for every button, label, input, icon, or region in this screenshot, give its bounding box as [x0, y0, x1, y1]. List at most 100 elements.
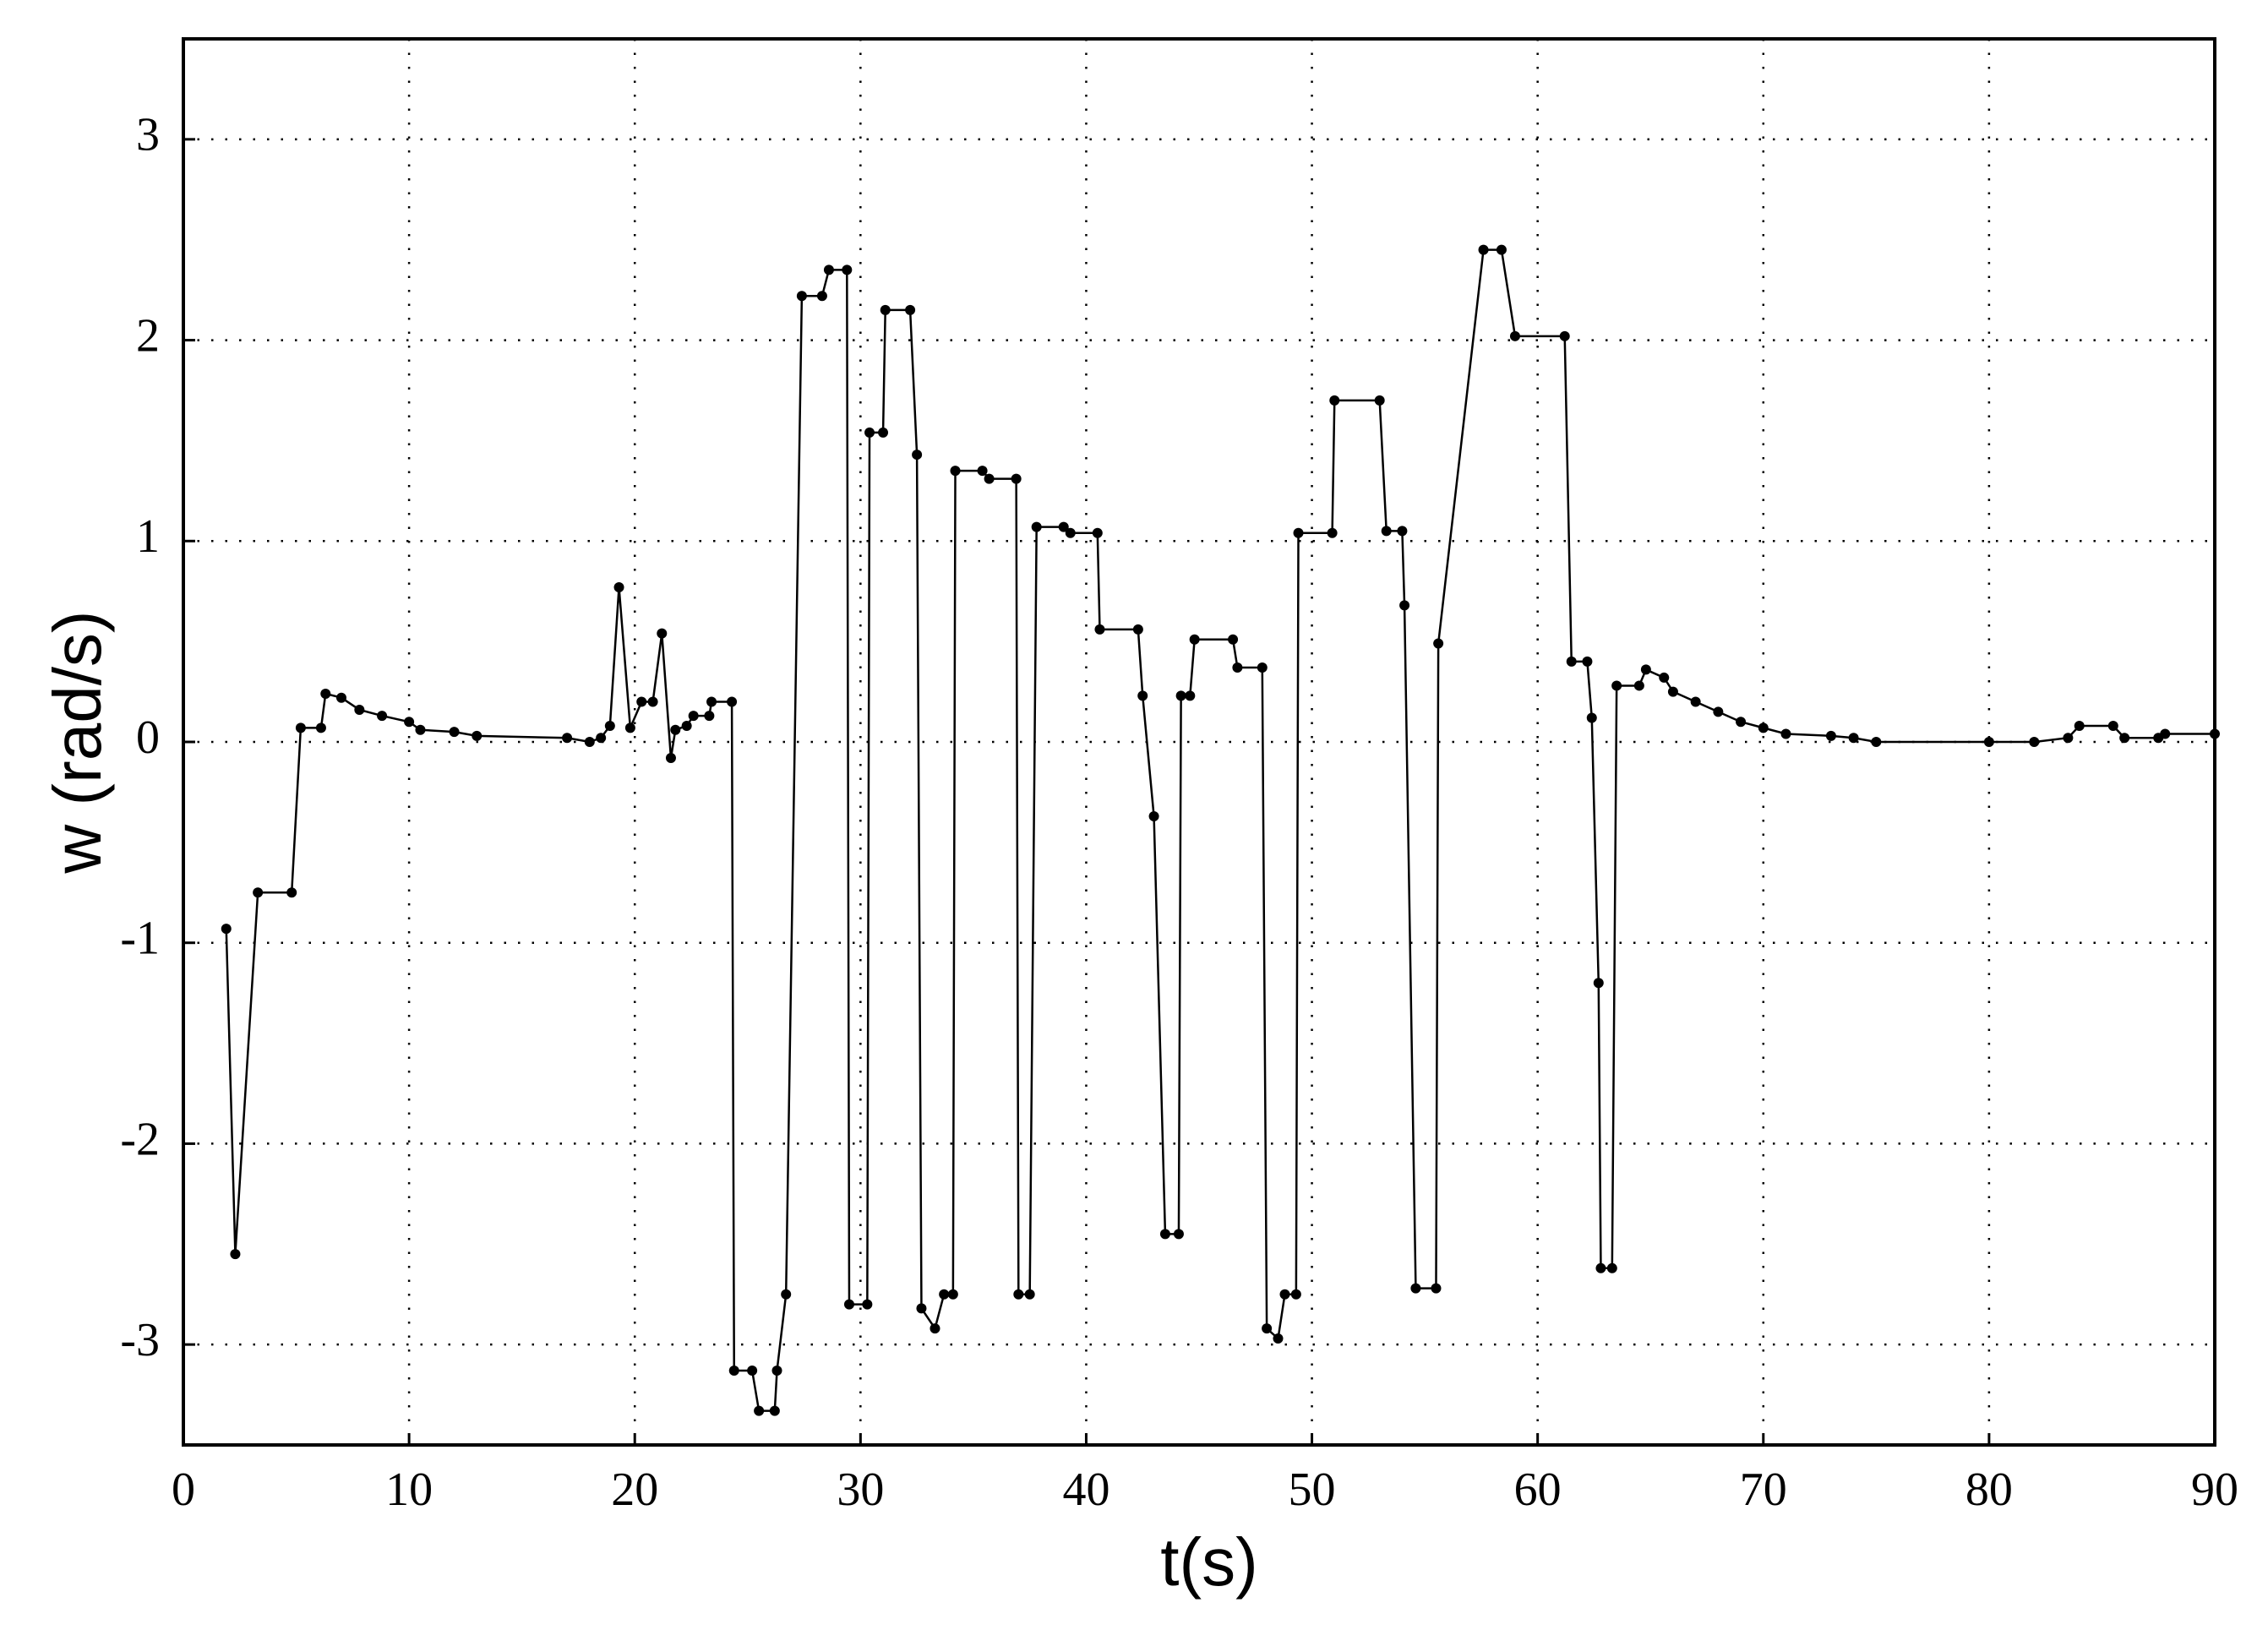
data-point	[1690, 696, 1701, 707]
data-point	[878, 427, 889, 438]
data-point	[1279, 1289, 1290, 1300]
data-point	[1092, 527, 1103, 538]
data-point	[230, 1249, 241, 1260]
data-point	[1132, 624, 1143, 635]
data-point	[1228, 634, 1239, 645]
data-point	[727, 696, 738, 707]
data-point	[1329, 395, 1340, 406]
data-point	[1582, 656, 1593, 667]
data-point	[1399, 600, 1410, 611]
data-point	[670, 724, 681, 735]
data-point	[221, 924, 232, 935]
data-point	[1758, 722, 1769, 733]
data-point	[613, 581, 624, 592]
data-point	[796, 291, 807, 302]
data-point	[1433, 638, 1444, 649]
y-tick-label: 1	[136, 510, 160, 563]
data-point	[2074, 720, 2085, 731]
data-point	[704, 711, 715, 722]
data-point	[1024, 1289, 1035, 1300]
data-point	[1065, 527, 1076, 538]
data-point	[912, 450, 923, 461]
data-point	[624, 722, 635, 733]
data-point	[1410, 1283, 1421, 1294]
data-point	[472, 730, 482, 741]
data-point	[688, 711, 699, 722]
data-point	[947, 1289, 958, 1300]
data-point	[1667, 686, 1678, 697]
data-point	[916, 1303, 927, 1314]
data-point	[354, 704, 365, 715]
data-point	[1094, 624, 1105, 635]
data-point	[930, 1323, 940, 1334]
x-tick-label: 60	[1514, 1464, 1562, 1516]
x-tick-label: 10	[385, 1464, 433, 1516]
data-point	[1848, 733, 1859, 744]
data-point	[377, 711, 388, 722]
data-point	[1871, 737, 1882, 747]
x-axis-label: t(s)	[1160, 1524, 1258, 1600]
data-point	[823, 264, 834, 275]
y-tick-label: -1	[120, 913, 160, 965]
data-point	[862, 1299, 873, 1310]
x-tick-label: 20	[611, 1464, 658, 1516]
x-tick-label: 50	[1289, 1464, 1336, 1516]
data-point	[1262, 1323, 1273, 1334]
data-point	[1290, 1289, 1301, 1300]
data-point	[1780, 728, 1791, 739]
data-point	[771, 1366, 782, 1377]
data-point	[315, 722, 326, 733]
data-point	[880, 304, 891, 315]
data-point	[2029, 737, 2040, 747]
data-point	[1496, 244, 1507, 255]
data-point	[939, 1289, 950, 1300]
data-point	[1825, 730, 1836, 741]
data-point	[1566, 656, 1577, 667]
data-point	[728, 1366, 739, 1377]
data-point	[449, 727, 460, 738]
data-point	[665, 753, 676, 764]
data-point	[977, 466, 988, 477]
data-point	[2063, 733, 2074, 744]
data-point	[1640, 664, 1651, 675]
plot-frame	[182, 37, 2216, 1447]
data-point	[769, 1405, 780, 1416]
data-point	[657, 628, 668, 639]
data-point	[562, 733, 573, 744]
data-point	[816, 291, 827, 302]
data-point	[1559, 330, 1570, 341]
data-point	[636, 696, 647, 707]
data-point	[681, 720, 692, 731]
data-point	[1137, 690, 1148, 701]
data-point	[1159, 1229, 1170, 1240]
data-point	[647, 696, 658, 707]
data-point	[2119, 733, 2130, 744]
data-point	[286, 887, 297, 898]
x-tick-label: 30	[837, 1464, 884, 1516]
data-point	[604, 720, 615, 731]
data-point	[335, 692, 346, 703]
data-point	[2107, 720, 2118, 731]
data-point	[2160, 728, 2171, 739]
data-point	[320, 688, 331, 699]
data-point	[1659, 672, 1670, 683]
data-point	[1011, 473, 1022, 484]
data-point	[864, 427, 875, 438]
data-point	[253, 887, 264, 898]
data-point	[1232, 662, 1243, 673]
data-point	[584, 737, 595, 747]
data-point	[1293, 527, 1304, 538]
data-point	[1713, 706, 1724, 717]
x-tick-label: 70	[1740, 1464, 1787, 1516]
data-point	[747, 1366, 758, 1377]
data-point	[404, 717, 415, 728]
data-point	[843, 1299, 854, 1310]
data-point	[1736, 717, 1747, 728]
data-point	[1031, 521, 1042, 532]
data-point	[1185, 690, 1196, 701]
data-point	[295, 722, 306, 733]
data-point	[1983, 737, 1994, 747]
x-tick-label: 40	[1062, 1464, 1109, 1516]
data-point	[1058, 521, 1069, 532]
